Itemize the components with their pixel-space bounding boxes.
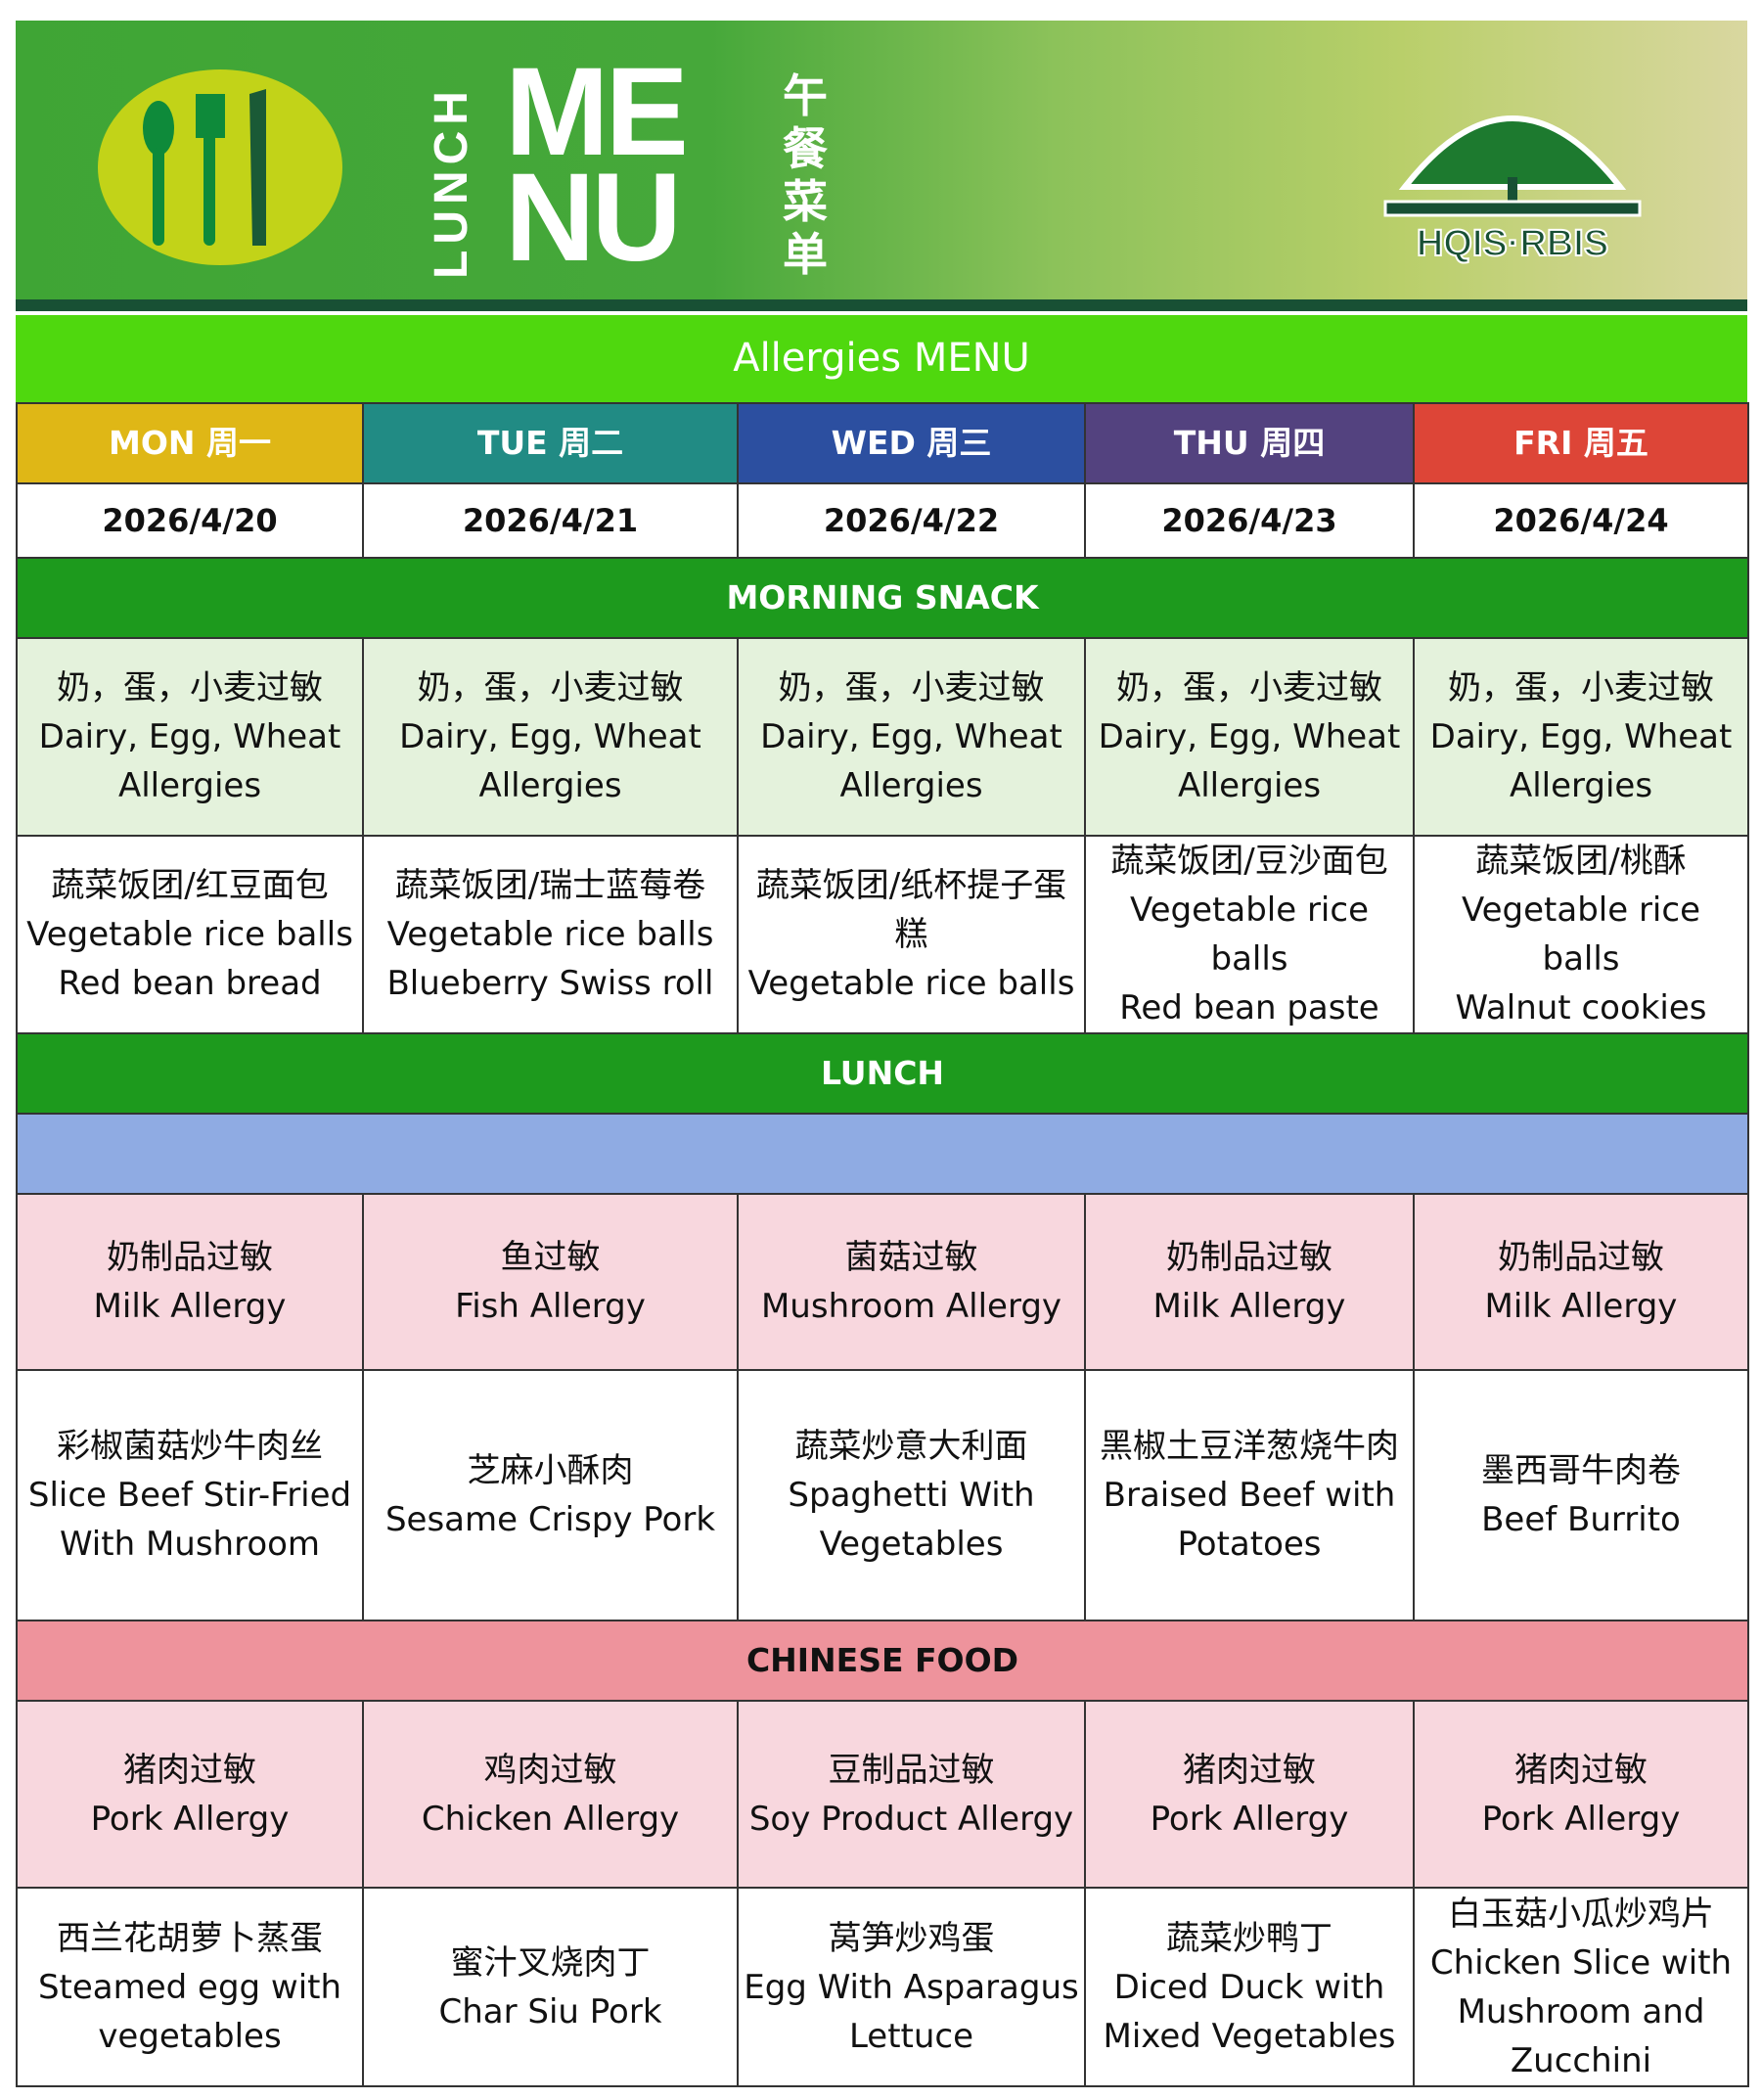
chinese-row: CHINESE FOOD (16, 1620, 1749, 1702)
day-header: MON 周一 (16, 402, 364, 484)
allergy-cell: 奶，蛋，小麦过敏 Dairy, Egg, Wheat Allergies (1084, 637, 1415, 837)
allergy-cell: 猪肉过敏 Pork Allergy (1084, 1700, 1415, 1889)
allergy-cell: 鱼过敏 Fish Allergy (362, 1193, 739, 1371)
dish-cell: 蜜汁叉烧肉丁 Char Siu Pork (362, 1887, 739, 2087)
day-header: FRI 周五 (1413, 402, 1749, 484)
allergy-cell: 奶，蛋，小麦过敏 Dairy, Egg, Wheat Allergies (16, 637, 364, 837)
header-banner: LUNCH ME NU 午餐菜单 HQIS·RBIS (16, 21, 1747, 311)
f-row: 西兰花胡萝卜蒸蛋 Steamed egg with vegetables 蜜汁叉烧肉… (16, 1887, 1749, 2087)
sec-row: MORNING SNACK (16, 557, 1749, 639)
allergy-cell: 奶，蛋，小麦过敏 Dairy, Egg, Wheat Allergies (1413, 637, 1749, 837)
lunch-label: LUNCH (426, 85, 477, 279)
day-header: TUE 周二 (362, 402, 739, 484)
allergy-cell: 奶制品过敏 Milk Allergy (16, 1193, 364, 1371)
dish-cell: 芝麻小酥肉 Sesame Crispy Pork (362, 1369, 739, 1621)
day-date: 2026/4/20 (16, 482, 364, 559)
allergy-cell: 豆制品过敏 Soy Product Allergy (737, 1700, 1086, 1889)
banner-bar (16, 299, 1747, 311)
menu-title-band: Allergies MENU (16, 315, 1747, 402)
allergy-cell: 猪肉过敏 Pork Allergy (16, 1700, 364, 1889)
dish-cell: 蔬菜饭团/瑞士蓝莓卷 Vegetable rice balls Blueberry … (362, 835, 739, 1034)
allergy-cell: 奶，蛋，小麦过敏 Dairy, Egg, Wheat Allergies (362, 637, 739, 837)
dish-cell: 蔬菜饭团/纸杯提子蛋糕 Vegetable rice balls (737, 835, 1086, 1034)
allergy-cell: 奶制品过敏 Milk Allergy (1084, 1193, 1415, 1371)
day-header: WED 周三 (737, 402, 1086, 484)
menu-line1: ME (505, 42, 689, 182)
f-row: 彩椒菌菇炒牛肉丝 Slice Beef Stir-Fried With Mushr… (16, 1369, 1749, 1621)
dish-cell: 白玉菇小瓜炒鸡片 Chicken Slice with Mushroom and … (1413, 1887, 1749, 2087)
day-row: MON 周一 TUE 周二 WED 周三 THU 周四 FRI 周五 (16, 402, 1749, 484)
allergy-cell: 菌菇过敏 Mushroom Allergy (737, 1193, 1086, 1371)
logo-text: HQIS·RBIS (1417, 223, 1608, 264)
allergy-cell: 奶制品过敏 Milk Allergy (1413, 1193, 1749, 1371)
day-date: 2026/4/24 (1413, 482, 1749, 559)
dish-cell: 蔬菜炒鸭丁 Diced Duck with Mixed Vegetables (1084, 1887, 1415, 2087)
allergy-cell: 猪肉过敏 Pork Allergy (1413, 1700, 1749, 1889)
section-title: MORNING SNACK (16, 557, 1749, 639)
day-date: 2026/4/21 (362, 482, 739, 559)
section-title: CHINESE FOOD (16, 1620, 1749, 1702)
chinese-title: 午餐菜单 (783, 69, 828, 281)
allergy-cell: 奶，蛋，小麦过敏 Dairy, Egg, Wheat Allergies (737, 637, 1086, 837)
dish-cell: 蔬菜饭团/桃酥 Vegetable rice balls Walnut cookie… (1413, 835, 1749, 1034)
p-row: 猪肉过敏 Pork Allergy 鸡肉过敏 Chicken Allergy 豆制品过敏… (16, 1700, 1749, 1889)
dish-cell: 彩椒菌菇炒牛肉丝 Slice Beef Stir-Fried With Mushr… (16, 1369, 364, 1621)
dish-cell: 西兰花胡萝卜蒸蛋 Steamed egg with vegetables (16, 1887, 364, 2087)
sec-row: LUNCH (16, 1032, 1749, 1115)
section-title: LUNCH (16, 1032, 1749, 1115)
dish-cell: 黑椒土豆洋葱烧牛肉 Braised Beef with Potatoes (1084, 1369, 1415, 1621)
f-row: 蔬菜饭团/红豆面包 Vegetable rice balls Red bean br… (16, 835, 1749, 1034)
date-row: 2026/4/20 2026/4/21 2026/4/22 2026/4/23 2026… (16, 482, 1749, 559)
school-logo: HQIS·RBIS (1366, 89, 1659, 265)
menu-table: MON 周一 TUE 周二 WED 周三 THU 周四 FRI 周五 2026/4/20 2… (16, 402, 1749, 2087)
section-subheader (16, 1113, 1749, 1195)
g-row: 奶，蛋，小麦过敏 Dairy, Egg, Wheat Allergies 奶，蛋，小… (16, 637, 1749, 837)
allergy-cell: 鸡肉过敏 Chicken Allergy (362, 1700, 739, 1889)
dish-cell: 蔬菜炒意大利面 Spaghetti With Vegetables (737, 1369, 1086, 1621)
p-row: 奶制品过敏 Milk Allergy 鱼过敏 Fish Allergy 菌菇过敏 Mush… (16, 1193, 1749, 1371)
menu-line2: NU (505, 148, 682, 288)
blue-row (16, 1113, 1749, 1195)
menu-title: ME NU (505, 42, 689, 288)
dish-cell: 蔬菜饭团/红豆面包 Vegetable rice balls Red bean br… (16, 835, 364, 1034)
dish-cell: 墨西哥牛肉卷 Beef Burrito (1413, 1369, 1749, 1621)
dish-cell: 蔬菜饭团/豆沙面包 Vegetable rice balls Red bean pa… (1084, 835, 1415, 1034)
day-header: THU 周四 (1084, 402, 1415, 484)
day-date: 2026/4/22 (737, 482, 1086, 559)
day-date: 2026/4/23 (1084, 482, 1415, 559)
dish-cell: 莴笋炒鸡蛋 Egg With Asparagus Lettuce (737, 1887, 1086, 2087)
cutlery-icon (98, 69, 342, 265)
